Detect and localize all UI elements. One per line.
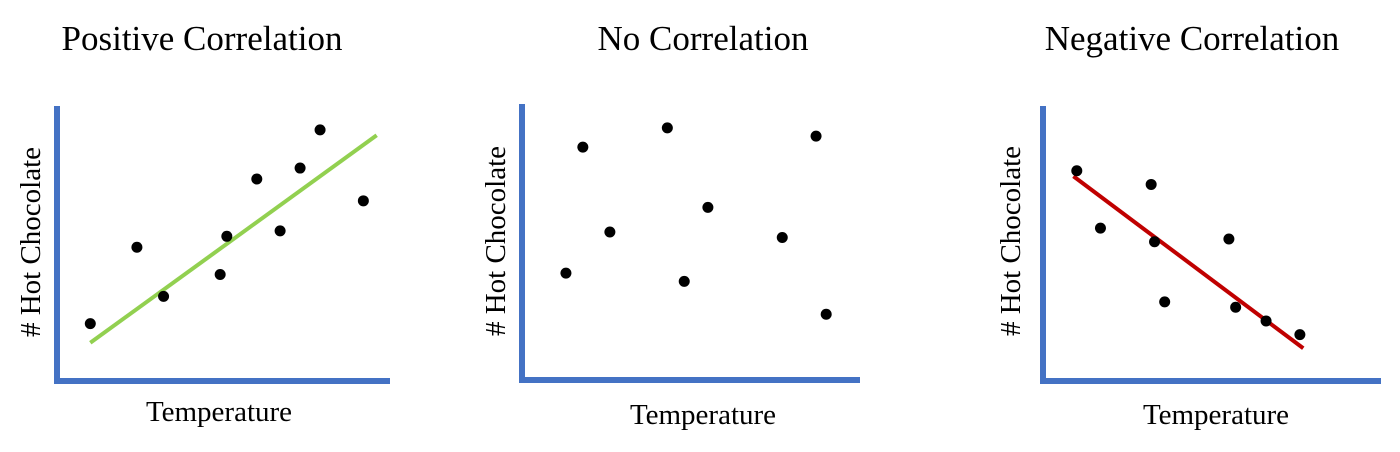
chart-title: Positive Correlation xyxy=(62,19,343,58)
data-point xyxy=(214,269,226,281)
data-point xyxy=(678,275,690,287)
data-point xyxy=(1223,233,1235,245)
plot-area xyxy=(84,124,378,345)
data-point xyxy=(577,141,589,153)
data-point xyxy=(1159,296,1171,308)
data-point xyxy=(604,226,616,238)
data-point xyxy=(820,308,832,320)
data-point xyxy=(357,195,369,207)
data-point xyxy=(1094,222,1106,234)
data-point xyxy=(131,241,143,253)
data-point xyxy=(1149,236,1161,248)
data-point xyxy=(702,201,714,213)
y-axis-label: # Hot Chocolate xyxy=(480,146,512,336)
chart-title: Negative Correlation xyxy=(1045,19,1339,58)
chart-title: No Correlation xyxy=(598,19,809,58)
data-point xyxy=(1260,315,1272,327)
data-point xyxy=(314,124,326,136)
data-point xyxy=(84,318,96,330)
data-point xyxy=(274,225,286,237)
x-axis-label: Temperature xyxy=(630,399,776,431)
data-point xyxy=(158,290,170,302)
data-point xyxy=(661,122,673,134)
x-axis-label: Temperature xyxy=(146,396,292,428)
data-point xyxy=(1071,165,1083,177)
chart-negative-correlation: Negative Correlation # Hot Chocolate Tem… xyxy=(995,19,1381,431)
data-point xyxy=(1230,301,1242,313)
chart-no-correlation: No Correlation # Hot Chocolate Temperatu… xyxy=(480,19,860,431)
data-point xyxy=(294,162,306,174)
data-point xyxy=(776,232,788,244)
data-point xyxy=(1145,178,1157,190)
data-point xyxy=(1294,329,1306,341)
data-point xyxy=(221,230,233,242)
plot-area xyxy=(1071,165,1306,350)
trendline xyxy=(89,133,378,345)
y-axis-label: # Hot Chocolate xyxy=(15,147,47,337)
chart-positive-correlation: Positive Correlation # Hot Chocolate Tem… xyxy=(15,19,390,428)
data-point xyxy=(560,267,572,279)
x-axis-label: Temperature xyxy=(1143,399,1289,431)
plot-area xyxy=(560,122,832,320)
data-point xyxy=(810,130,822,142)
y-axis-label: # Hot Chocolate xyxy=(995,146,1027,336)
data-point xyxy=(251,173,263,185)
